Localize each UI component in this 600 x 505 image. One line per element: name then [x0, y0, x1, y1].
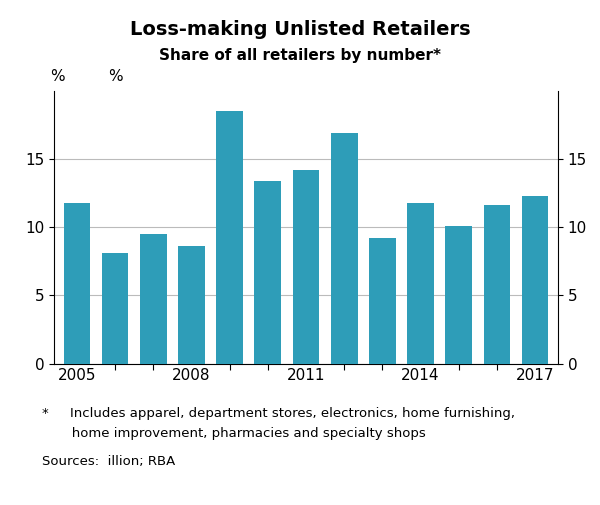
Bar — [484, 206, 510, 364]
Bar — [293, 170, 319, 364]
Text: *     Includes apparel, department stores, electronics, home furnishing,: * Includes apparel, department stores, e… — [42, 407, 515, 420]
Text: %: % — [50, 69, 65, 84]
Bar — [178, 246, 205, 364]
Text: home improvement, pharmacies and specialty shops: home improvement, pharmacies and special… — [42, 427, 426, 440]
Bar — [407, 203, 434, 364]
Bar — [522, 196, 548, 364]
Bar — [445, 226, 472, 364]
Text: Loss-making Unlisted Retailers: Loss-making Unlisted Retailers — [130, 20, 470, 39]
Text: %: % — [108, 69, 122, 84]
Bar — [102, 253, 128, 364]
Bar — [64, 203, 90, 364]
Bar — [254, 181, 281, 364]
Bar — [331, 133, 358, 364]
Text: Sources:  illion; RBA: Sources: illion; RBA — [42, 454, 175, 468]
Bar — [216, 112, 243, 364]
Text: Share of all retailers by number*: Share of all retailers by number* — [159, 48, 441, 63]
Bar — [369, 238, 396, 364]
Bar — [140, 234, 167, 364]
